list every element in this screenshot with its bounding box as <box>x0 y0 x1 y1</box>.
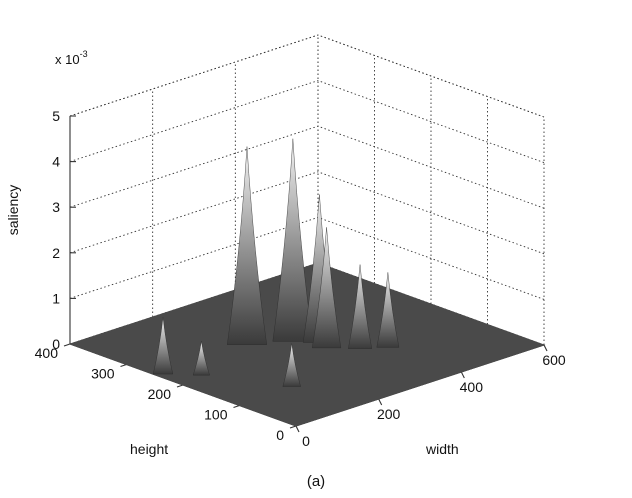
x-tick-label: 600 <box>542 352 566 368</box>
back-wall-z-gridline <box>69 125 319 208</box>
z-tick-label: 2 <box>52 245 60 261</box>
surface-peak <box>282 343 301 387</box>
z-tick-label: 1 <box>52 290 60 306</box>
z-tick-label: 5 <box>52 108 60 124</box>
top-frame-line <box>317 34 545 118</box>
back-wall-z-gridline <box>69 216 319 299</box>
surface-peak <box>272 138 314 342</box>
top-frame-line <box>69 34 319 117</box>
y-tick-mark <box>120 363 127 368</box>
y-tick-label: 400 <box>35 345 59 361</box>
y-tick-mark <box>289 425 297 429</box>
side-wall-z-gridline <box>317 125 545 209</box>
surface-peak <box>152 317 174 375</box>
surface-peaks <box>152 138 400 387</box>
side-wall-z-gridline <box>317 171 545 255</box>
surface-peak <box>312 227 342 349</box>
surface-peak <box>348 264 373 349</box>
x-tick-mark <box>460 371 465 379</box>
side-wall-z-gridline <box>317 216 545 300</box>
z-tick-label: 0 <box>52 336 60 352</box>
x-axis-label: width <box>425 441 459 457</box>
x-tick-mark <box>543 344 548 352</box>
y-tick-mark <box>176 384 184 388</box>
surface-peak <box>376 272 400 348</box>
side-wall-z-gridline <box>317 80 545 164</box>
back-wall-z-gridline <box>69 171 319 254</box>
surface-floor <box>68 262 546 427</box>
z-axis-label: saliency <box>5 185 21 236</box>
z-exponent-label: x 10-3 <box>55 49 88 67</box>
y-tick-mark <box>233 404 240 409</box>
z-tick-label: 4 <box>52 154 60 170</box>
y-tick-label: 100 <box>204 407 228 423</box>
y-tick-mark <box>63 343 71 347</box>
x-tick-mark <box>378 398 383 406</box>
x-tick-label: 400 <box>460 379 484 395</box>
surface-peak <box>227 146 267 345</box>
back-wall-z-gridline <box>69 80 319 163</box>
x-tick-mark <box>295 425 300 433</box>
x-tick-label: 200 <box>377 406 401 422</box>
surface-peak <box>192 341 210 376</box>
y-tick-label: 300 <box>91 366 115 382</box>
figure-caption: (a) <box>307 473 325 490</box>
y-tick-label: 200 <box>148 386 172 402</box>
x-tick-label: 0 <box>302 433 310 449</box>
z-tick-label: 3 <box>52 199 60 215</box>
y-axis-label: height <box>130 441 168 457</box>
y-tick-label: 0 <box>276 427 284 443</box>
